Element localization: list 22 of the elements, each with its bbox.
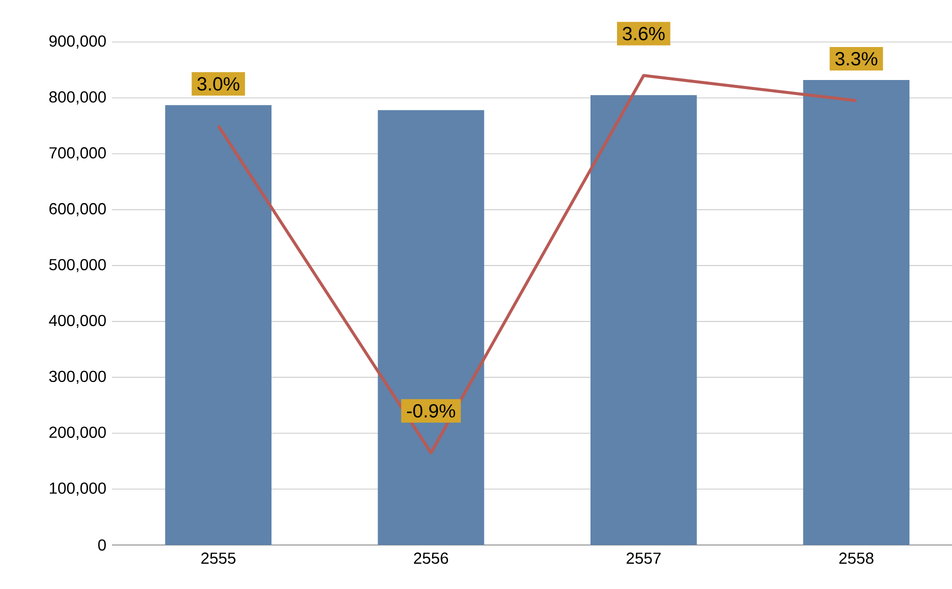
x-tick-label: 2558 [839, 552, 874, 564]
y-tick-label: 200,000 [49, 426, 106, 440]
y-tick-label: 400,000 [48, 314, 106, 328]
bar [165, 105, 272, 545]
bar [803, 80, 910, 545]
y-tick-label: 900,000 [49, 35, 106, 49]
y-tick-label: 700,000 [49, 147, 106, 160]
y-tick-label: 800,000 [49, 91, 106, 104]
data-label: -0.9% [407, 404, 456, 418]
x-tick-label: 2555 [201, 552, 236, 564]
data-label: 3.6% [622, 26, 665, 40]
x-tick-label: 2556 [414, 552, 448, 564]
y-tick-label: 600,000 [49, 203, 106, 216]
y-tick-label: 500,000 [49, 258, 106, 272]
x-tick-label: 2557 [626, 552, 661, 564]
bar [378, 110, 484, 545]
y-tick-label: 300,000 [49, 370, 106, 384]
y-tick-label: 100,000 [50, 482, 106, 496]
data-label: 3.0% [197, 77, 240, 91]
data-label: 3.3% [835, 52, 878, 66]
bar [590, 95, 697, 545]
y-tick-label: 0 [98, 539, 106, 551]
